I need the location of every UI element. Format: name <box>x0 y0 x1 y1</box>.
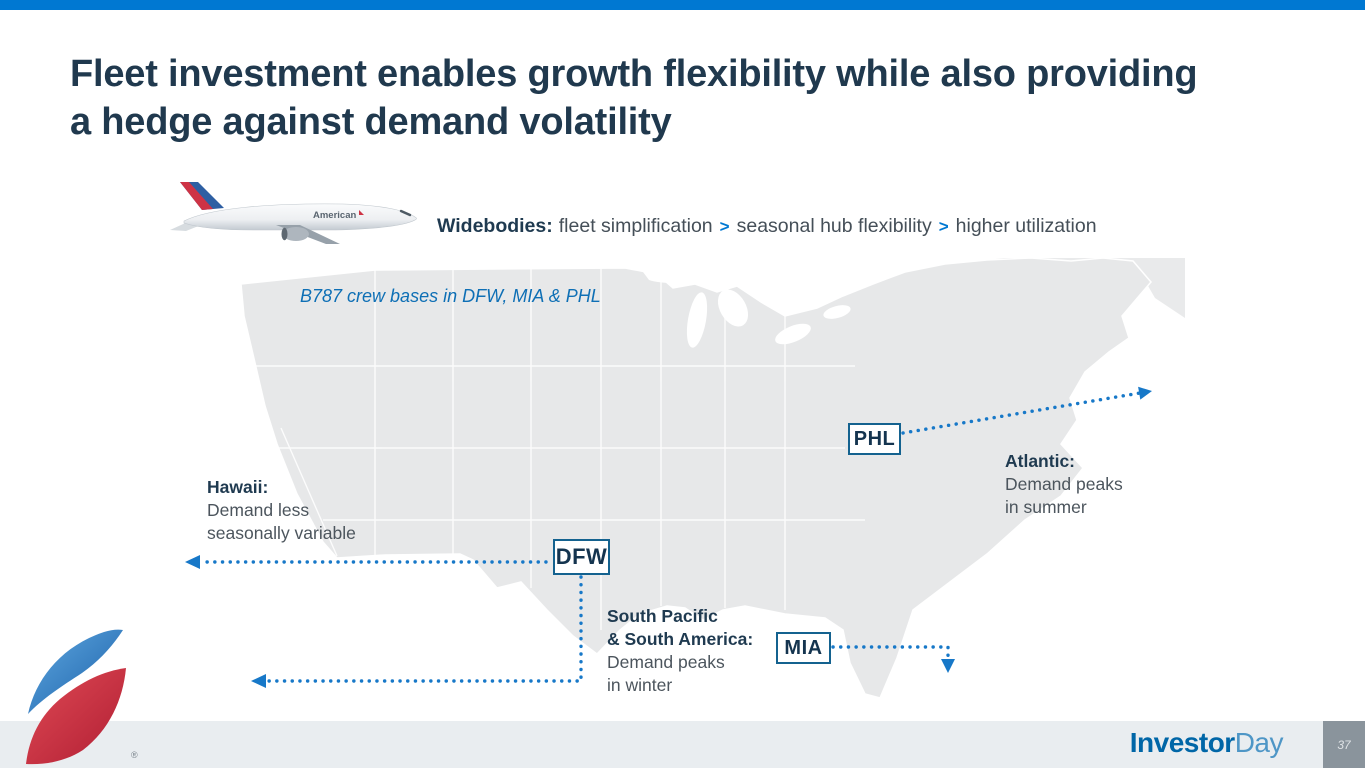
investor-day-logo-bold: Investor <box>1129 727 1235 758</box>
hub-code-mia: MIA <box>784 636 823 659</box>
airplane-svg: American <box>170 182 417 244</box>
crew-bases-note: B787 crew bases in DFW, MIA & PHL <box>300 286 601 306</box>
annotation-atlantic-line-2: in summer <box>1005 497 1087 517</box>
plane-tail-red <box>180 182 213 210</box>
page-number: 37 <box>1337 737 1351 752</box>
page-number-box: 37 <box>1323 721 1365 768</box>
aa-logo-red-wing <box>26 668 126 765</box>
american-airlines-logo <box>22 628 134 766</box>
aa-logo-blue-wing <box>28 629 123 714</box>
chevron-separator-1: > <box>719 217 730 236</box>
slide-title: Fleet investment enables growth flexibil… <box>70 53 1198 144</box>
plane-cockpit <box>399 209 412 217</box>
hub-box-phl: PHL <box>848 423 901 455</box>
annotation-hawaii-line-2: seasonally variable <box>207 523 356 543</box>
plane-flag-mark <box>359 210 364 215</box>
widebodies-label: Widebodies: <box>437 215 553 237</box>
canada-corner <box>995 258 1185 318</box>
hub-code-phl: PHL <box>853 427 896 450</box>
chevron-separator-2: > <box>938 217 949 236</box>
annotation-south-title-1: South Pacific <box>607 606 718 626</box>
us-outline <box>240 258 1152 699</box>
airplane-image: American <box>158 176 423 250</box>
annotation-hawaii: Hawaii: Demand less seasonally variable <box>207 476 356 545</box>
plane-fuselage <box>183 203 417 231</box>
aa-flight-symbol <box>26 629 126 765</box>
annotation-atlantic: Atlantic: Demand peaks in summer <box>1005 450 1123 519</box>
annotation-south-pacific: South Pacific & South America: Demand pe… <box>607 605 753 697</box>
annotation-south-line-1: Demand peaks <box>607 652 725 672</box>
plane-engine <box>283 227 309 241</box>
plane-titles: American <box>313 210 356 221</box>
hub-code-dfw: DFW <box>555 544 608 569</box>
widebodies-item-2: seasonal hub flexibility <box>736 215 932 237</box>
hub-box-dfw: DFW <box>553 539 610 575</box>
widebodies-caption: Widebodies: fleet simplification > seasonal… <box>437 215 1097 238</box>
annotation-atlantic-line-1: Demand peaks <box>1005 474 1123 494</box>
arrowhead-hawaii <box>185 555 200 569</box>
registered-trademark: ® <box>131 750 138 760</box>
top-accent-bar <box>0 0 1365 10</box>
investor-day-logo: InvestorDay <box>1129 727 1284 759</box>
widebodies-item-3: higher utilization <box>955 215 1097 237</box>
annotation-atlantic-title: Atlantic: <box>1005 451 1075 471</box>
plane-engine-intake <box>281 227 288 241</box>
annotation-south-title-2: & South America: <box>607 629 754 649</box>
great-lakes <box>643 267 851 348</box>
annotation-hawaii-line-1: Demand less <box>207 500 310 520</box>
hub-box-mia: MIA <box>776 632 831 664</box>
annotation-south-line-2: in winter <box>607 675 673 695</box>
us-map <box>225 258 1185 710</box>
annotation-hawaii-title: Hawaii: <box>207 477 269 497</box>
us-map-svg <box>240 258 1185 699</box>
investor-day-logo-light: Day <box>1234 727 1284 758</box>
widebodies-item-1: fleet simplification <box>558 215 713 237</box>
footer-bar <box>0 721 1365 768</box>
